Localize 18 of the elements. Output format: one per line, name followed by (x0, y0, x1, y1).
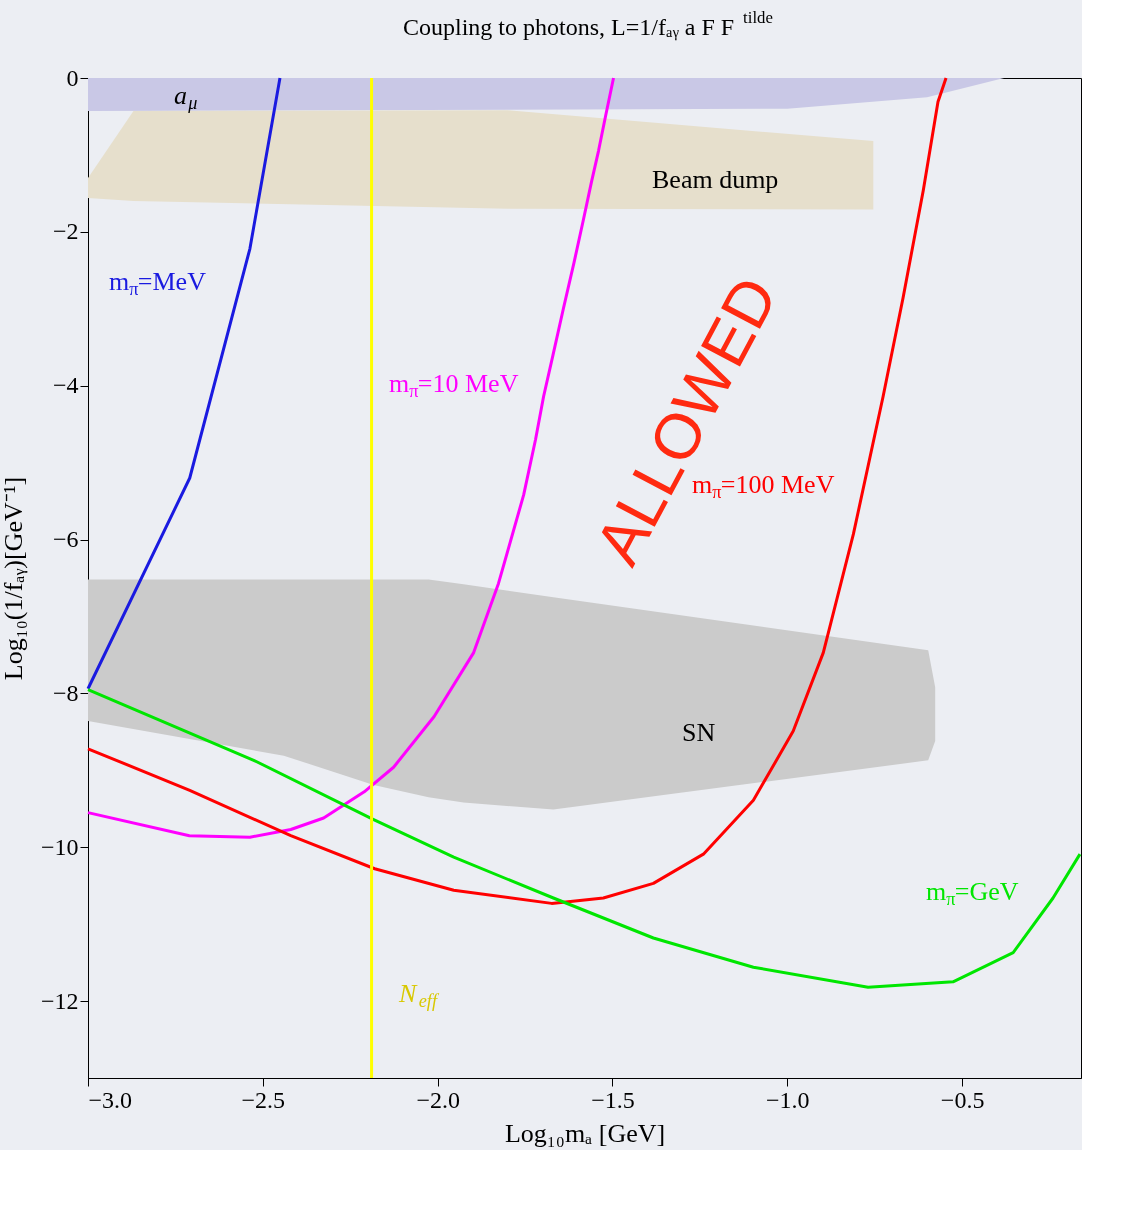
annotation: Beam dump (652, 165, 779, 194)
y-tick-label: −4 (52, 372, 79, 399)
y-axis-title: Log₁₀(1/fₐᵧ)[GeV⁻¹] (0, 476, 28, 681)
x-tick-label: −2.5 (241, 1086, 286, 1113)
annotation: SN (682, 718, 716, 747)
y-tick-label: −12 (40, 987, 79, 1014)
y-tick-label: 0 (66, 64, 79, 91)
y-tick-label: −2 (52, 218, 79, 245)
x-tick-label: −2.0 (416, 1086, 460, 1113)
y-tick-label: −6 (52, 526, 79, 553)
y-tick-label: −8 (52, 679, 79, 706)
x-tick-label: −1.5 (591, 1086, 635, 1113)
x-tick-label: −1.0 (766, 1086, 810, 1113)
x-axis-title: Log₁₀mₐ [GeV] (504, 1118, 666, 1148)
x-tick-label: −0.5 (940, 1086, 985, 1113)
line-series (86, 76, 282, 691)
x-tick-label: −3.0 (88, 1086, 133, 1113)
y-tick-label: −10 (40, 833, 79, 860)
